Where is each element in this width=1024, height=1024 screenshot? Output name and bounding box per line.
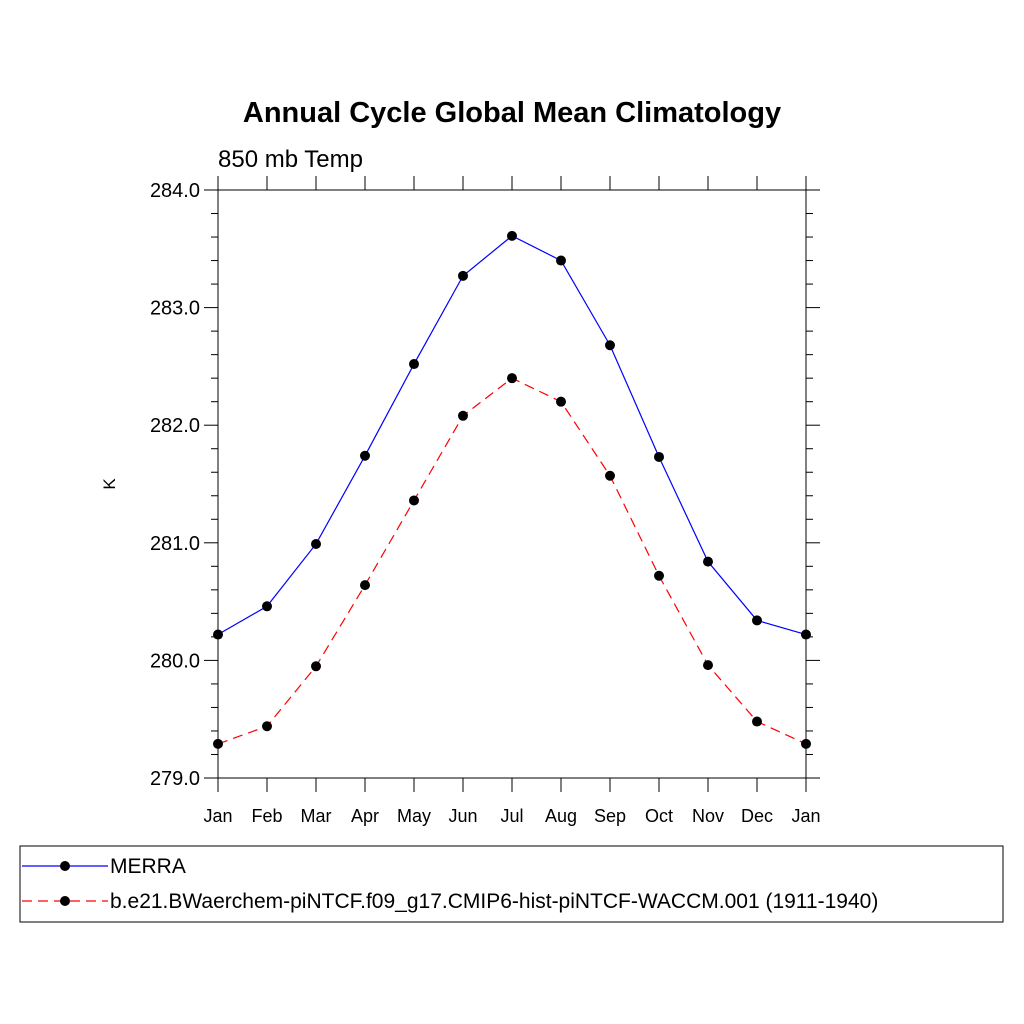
x-tick-label: Oct <box>645 806 673 826</box>
x-tick-label: Jan <box>203 806 232 826</box>
series-point-0 <box>213 629 223 640</box>
series-point-0 <box>703 556 713 567</box>
x-tick-label: Jan <box>791 806 820 826</box>
series-point-1 <box>556 396 566 407</box>
y-tick-label: 284.0 <box>150 180 200 202</box>
y-tick-label: 280.0 <box>150 650 200 672</box>
series-point-1 <box>262 721 272 732</box>
x-tick-label: Mar <box>301 806 332 826</box>
y-tick-label: 283.0 <box>150 298 200 320</box>
series-point-1 <box>213 738 223 749</box>
legend-swatch-marker-1 <box>60 896 70 906</box>
x-tick-label: Apr <box>351 806 379 826</box>
y-tick-labels: 279.0 280.0 281.0 282.0 283.0 284.0 <box>150 180 200 790</box>
series-point-0 <box>360 450 370 461</box>
series-point-1 <box>703 660 713 671</box>
series-point-0 <box>654 451 664 462</box>
series-point-0 <box>801 629 811 640</box>
x-tick-label: Jun <box>448 806 477 826</box>
legend: MERRA b.e21.BWaerchem-piNTCF.f09_g17.CMIP… <box>22 855 878 913</box>
series-point-1 <box>507 373 517 384</box>
x-tick-label: May <box>397 806 431 826</box>
axis-ticks <box>204 176 820 792</box>
series-point-1 <box>409 495 419 506</box>
series-point-0 <box>507 230 517 241</box>
series-point-1 <box>801 738 811 749</box>
series-point-0 <box>458 270 468 281</box>
series-point-1 <box>605 470 615 481</box>
series-point-1 <box>752 716 762 727</box>
series-point-1 <box>360 580 370 591</box>
x-tick-label: Feb <box>251 806 282 826</box>
x-tick-label: Jul <box>500 806 523 826</box>
series-point-0 <box>409 359 419 370</box>
series-group <box>213 230 811 749</box>
chart-subtitle: 850 mb Temp <box>218 146 363 173</box>
legend-label-0: MERRA <box>110 855 186 878</box>
y-axis-label: K <box>100 478 119 490</box>
series-point-1 <box>654 570 664 581</box>
y-tick-label: 282.0 <box>150 415 200 437</box>
series-point-0 <box>556 255 566 266</box>
y-tick-label: 281.0 <box>150 533 200 555</box>
x-tick-label: Nov <box>692 806 724 826</box>
x-tick-labels: Jan Feb Mar Apr May Jun Jul Aug Sep Oct Nov Dec Jan <box>203 806 820 826</box>
series-line-0 <box>217 235 807 636</box>
series-point-0 <box>752 615 762 626</box>
plot-frame <box>217 189 807 779</box>
x-tick-label: Aug <box>545 806 577 826</box>
chart-title: Annual Cycle Global Mean Climatology <box>243 97 781 129</box>
series-point-0 <box>311 538 321 549</box>
series-point-0 <box>605 340 615 351</box>
legend-label-1: b.e21.BWaerchem-piNTCF.f09_g17.CMIP6-his… <box>110 890 878 913</box>
legend-swatch-marker-0 <box>60 861 70 871</box>
series-point-0 <box>262 601 272 612</box>
legend-box <box>19 845 1004 923</box>
series-point-1 <box>311 661 321 672</box>
series-line-1 <box>217 377 807 745</box>
x-tick-label: Sep <box>594 806 626 826</box>
x-tick-label: Dec <box>741 806 773 826</box>
series-point-1 <box>458 410 468 421</box>
y-tick-label: 279.0 <box>150 768 200 790</box>
